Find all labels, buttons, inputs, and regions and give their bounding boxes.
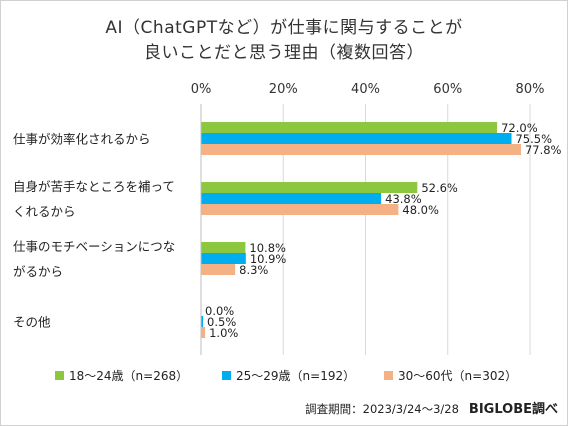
bar	[201, 133, 512, 144]
legend-item-30-60: 30～60代（n=302）	[384, 367, 517, 384]
legend-label-30-60: 30～60代（n=302）	[398, 369, 518, 383]
category-label: 仕事が効率化されるから	[13, 132, 151, 147]
data-label: 8.3%	[239, 263, 268, 277]
data-label: 43.8%	[385, 192, 422, 206]
data-label: 0.5%	[207, 315, 236, 329]
data-label: 10.9%	[250, 252, 287, 266]
survey-period: 調査期間：2023/3/24～3/28	[305, 402, 459, 416]
data-label: 72.0%	[501, 121, 538, 135]
legend-label-25-29: 25～29歳（n=192）	[236, 369, 356, 383]
legend-label-18-24: 18～24歳（n=268）	[69, 369, 189, 383]
category-label: がるから	[13, 264, 63, 279]
data-label: 52.6%	[421, 181, 458, 195]
x-tick-label: 80%	[516, 82, 545, 97]
data-label: 48.0%	[402, 203, 439, 217]
legend-swatch-25-29	[222, 371, 231, 380]
bar	[201, 264, 236, 275]
bar	[201, 182, 418, 193]
x-tick-label: 60%	[433, 82, 462, 97]
bar	[201, 193, 382, 204]
brand-credit: BIGLOBE調べ	[468, 402, 558, 417]
legend-swatch-18-24	[55, 371, 64, 380]
category-label: その他	[13, 315, 51, 330]
category-label: くれるから	[13, 204, 76, 219]
chart-title-line-1: AI（ChatGPTなど）が仕事に関与することが	[105, 18, 463, 38]
bar	[201, 144, 521, 155]
category-label: 自身が苦手なところを補って	[13, 179, 175, 194]
bar	[201, 316, 204, 327]
data-label: 0.0%	[205, 304, 234, 318]
bar	[201, 204, 399, 215]
x-tick-label: 20%	[269, 82, 298, 97]
footer: 調査期間：2023/3/24～3/28 BIGLOBE調べ	[305, 398, 558, 417]
chart-title-line-2: 良いことだと思う理由（複数回答）	[144, 43, 424, 63]
legend-item-25-29: 25～29歳（n=192）	[222, 367, 355, 384]
data-label: 1.0%	[209, 326, 238, 340]
data-label: 77.8%	[525, 143, 562, 157]
x-tick-label: 40%	[351, 82, 380, 97]
data-label: 75.5%	[515, 132, 552, 146]
data-label: 10.8%	[249, 241, 286, 255]
bar	[201, 253, 246, 264]
x-tick-label: 0%	[191, 82, 212, 97]
bar	[201, 242, 246, 253]
bar	[201, 122, 498, 133]
category-label: 仕事のモチベーションにつな	[13, 239, 175, 254]
bar	[201, 327, 206, 338]
legend-swatch-30-60	[384, 371, 393, 380]
legend-item-18-24: 18～24歳（n=268）	[55, 367, 188, 384]
